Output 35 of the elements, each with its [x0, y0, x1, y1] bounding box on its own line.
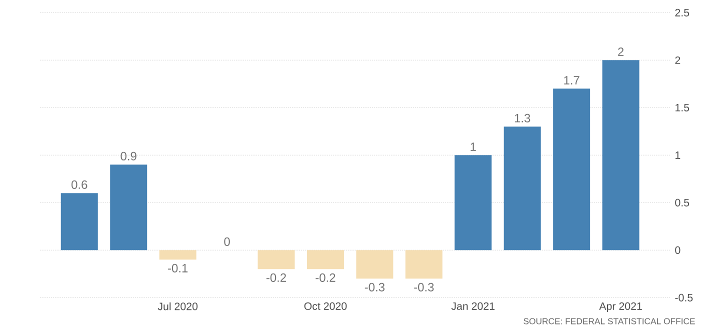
- y-tick-label: 0.5: [675, 198, 690, 206]
- data-label: 0.6: [72, 180, 88, 189]
- bar: [110, 164, 148, 250]
- y-tick-label: 2.5: [675, 8, 690, 16]
- x-tick-label: Oct 2020: [304, 302, 347, 310]
- x-tick-label: Jan 2021: [451, 302, 495, 310]
- bar: [258, 250, 295, 270]
- bar: [553, 88, 590, 250]
- y-tick-label: 1: [676, 152, 680, 159]
- data-label: -0.3: [414, 282, 434, 292]
- bar: [504, 126, 541, 250]
- bar: [356, 250, 394, 279]
- y-tick-label: -0.5: [675, 294, 693, 302]
- bar: [602, 60, 640, 250]
- y-tick-label: 1.5: [676, 104, 690, 112]
- data-label: -0.2: [266, 273, 286, 282]
- bar: [60, 193, 98, 250]
- data-label: 1.3: [514, 114, 530, 122]
- bar: [454, 155, 492, 250]
- source-note: SOURCE: FEDERAL STATISTICAL OFFICE: [524, 318, 695, 324]
- y-tick-label: 2: [675, 56, 680, 64]
- data-label: -0.1: [168, 264, 188, 272]
- data-label: 0: [224, 237, 230, 246]
- data-label: -0.3: [364, 282, 385, 292]
- data-label: 0.9: [120, 152, 136, 160]
- bar: [306, 250, 344, 270]
- x-tick-label: Jul 2020: [158, 302, 198, 310]
- bar: [159, 250, 196, 260]
- data-label: 1.7: [564, 76, 580, 84]
- x-tick-label: Apr 2021: [599, 302, 642, 312]
- data-label: 2: [618, 48, 624, 56]
- y-tick-label: 0: [675, 246, 680, 254]
- data-label: -0.2: [316, 273, 336, 282]
- bar: [405, 250, 442, 279]
- data-label: 1: [470, 142, 476, 151]
